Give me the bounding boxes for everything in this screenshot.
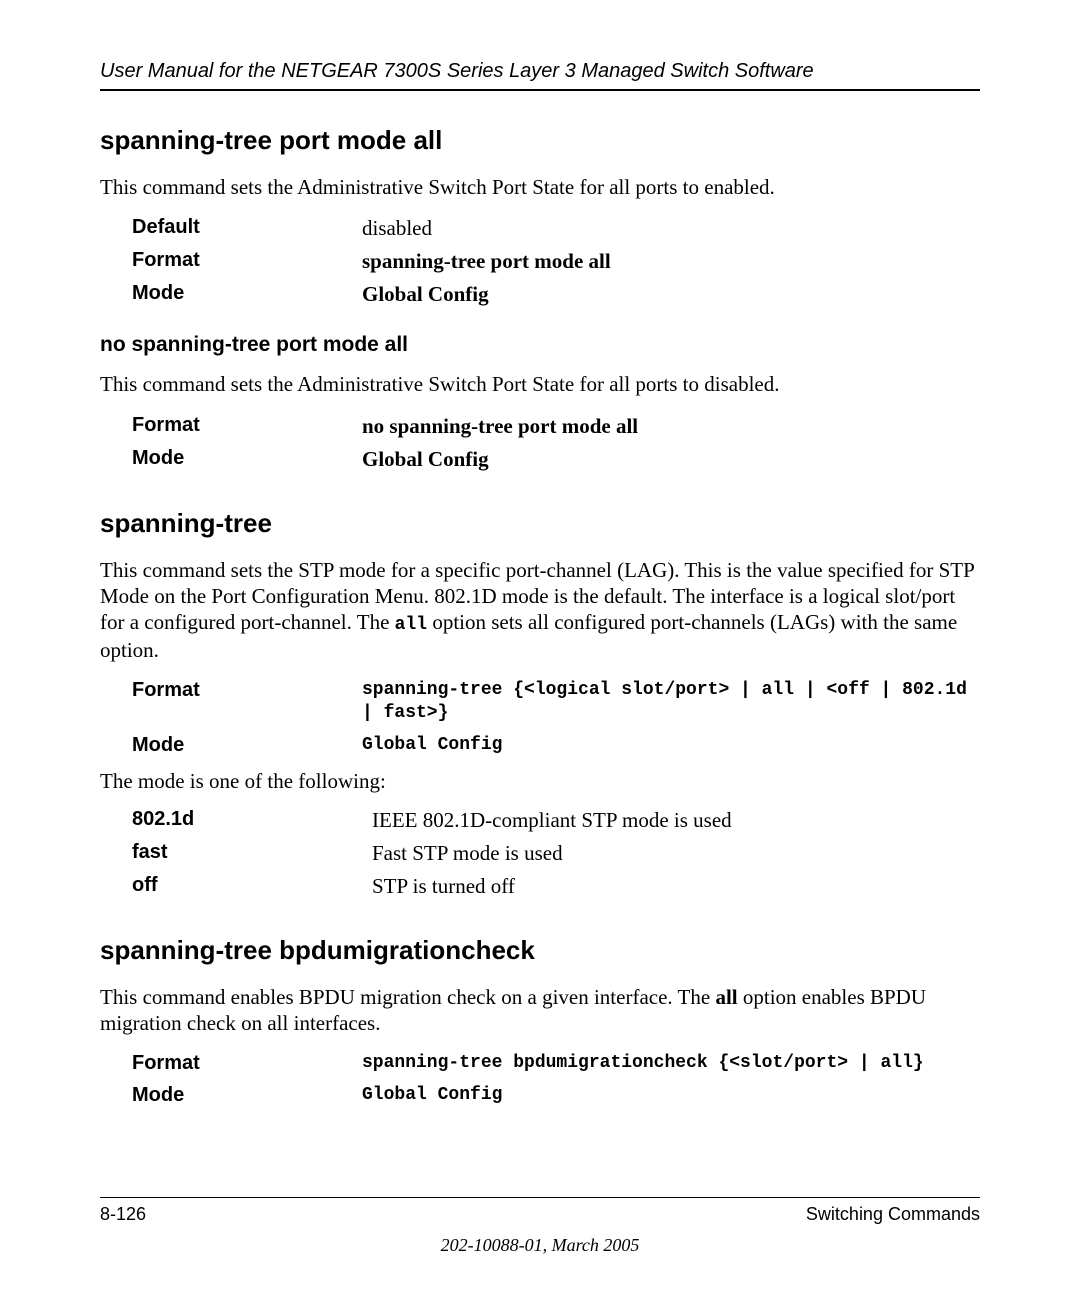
def-label: Format	[132, 414, 362, 437]
def-row-mode: Mode Global Config	[132, 1084, 980, 1107]
def-label: Format	[132, 1052, 362, 1075]
mode-note: The mode is one of the following:	[100, 769, 980, 794]
mode-row: fast Fast STP mode is used	[132, 841, 980, 866]
section-description: This command enables BPDU migration chec…	[100, 984, 980, 1037]
def-value: no spanning-tree port mode all	[362, 414, 980, 439]
definition-table: Format spanning-tree {<logical slot/port…	[132, 679, 980, 757]
section-heading: spanning-tree bpdumigrationcheck	[100, 935, 980, 966]
def-value-code: Global Config	[362, 734, 980, 757]
definition-table: Default disabled Format spanning-tree po…	[132, 216, 980, 307]
def-value: Global Config	[362, 282, 980, 307]
code-text: spanning-tree {<logical slot/port> | all…	[362, 680, 967, 723]
def-label: Mode	[132, 447, 362, 470]
def-label: Format	[132, 679, 362, 702]
def-row-format: Format no spanning-tree port mode all	[132, 414, 980, 439]
doc-id: 202-10088-01, March 2005	[100, 1235, 980, 1256]
footer-row: 8-126 Switching Commands	[100, 1204, 980, 1225]
def-value-code: spanning-tree {<logical slot/port> | all…	[362, 679, 980, 726]
def-value: disabled	[362, 216, 980, 241]
def-row-format: Format spanning-tree bpdumigrationcheck …	[132, 1052, 980, 1075]
def-row-format: Format spanning-tree port mode all	[132, 249, 980, 274]
def-row-format: Format spanning-tree {<logical slot/port…	[132, 679, 980, 726]
def-label: Default	[132, 216, 362, 239]
section-description: This command sets the STP mode for a spe…	[100, 557, 980, 663]
document-page: User Manual for the NETGEAR 7300S Series…	[0, 0, 1080, 1296]
mode-desc: IEEE 802.1D-compliant STP mode is used	[372, 808, 980, 833]
def-value: spanning-tree port mode all	[362, 249, 980, 274]
section-heading: spanning-tree port mode all	[100, 125, 980, 156]
def-label: Mode	[132, 734, 362, 757]
def-value: Global Config	[362, 447, 980, 472]
page-number: 8-126	[100, 1204, 146, 1225]
desc-text: This command enables BPDU migration chec…	[100, 985, 715, 1009]
mode-label: fast	[132, 841, 372, 864]
section-description: This command sets the Administrative Swi…	[100, 174, 980, 200]
def-label: Format	[132, 249, 362, 272]
definition-table: Format no spanning-tree port mode all Mo…	[132, 414, 980, 472]
def-row-mode: Mode Global Config	[132, 447, 980, 472]
section-heading: spanning-tree	[100, 508, 980, 539]
def-label: Mode	[132, 282, 362, 305]
mode-desc: STP is turned off	[372, 874, 980, 899]
def-value-code: spanning-tree bpdumigrationcheck {<slot/…	[362, 1052, 980, 1075]
section-name: Switching Commands	[806, 1204, 980, 1225]
def-label: Mode	[132, 1084, 362, 1107]
inline-code: all	[395, 615, 427, 635]
def-value-code: Global Config	[362, 1084, 980, 1107]
def-row-mode: Mode Global Config	[132, 282, 980, 307]
mode-desc: Fast STP mode is used	[372, 841, 980, 866]
page-footer: 8-126 Switching Commands 202-10088-01, M…	[100, 1197, 980, 1256]
mode-label: 802.1d	[132, 808, 372, 831]
mode-row: 802.1d IEEE 802.1D-compliant STP mode is…	[132, 808, 980, 833]
section-description: This command sets the Administrative Swi…	[100, 371, 980, 397]
def-row-mode: Mode Global Config	[132, 734, 980, 757]
def-row-default: Default disabled	[132, 216, 980, 241]
footer-rule	[100, 1197, 980, 1198]
mode-label: off	[132, 874, 372, 897]
subsection-heading: no spanning-tree port mode all	[100, 333, 980, 357]
running-header: User Manual for the NETGEAR 7300S Series…	[100, 60, 980, 91]
mode-row: off STP is turned off	[132, 874, 980, 899]
inline-bold: all	[715, 985, 737, 1009]
definition-table: Format spanning-tree bpdumigrationcheck …	[132, 1052, 980, 1107]
mode-table: 802.1d IEEE 802.1D-compliant STP mode is…	[132, 808, 980, 899]
